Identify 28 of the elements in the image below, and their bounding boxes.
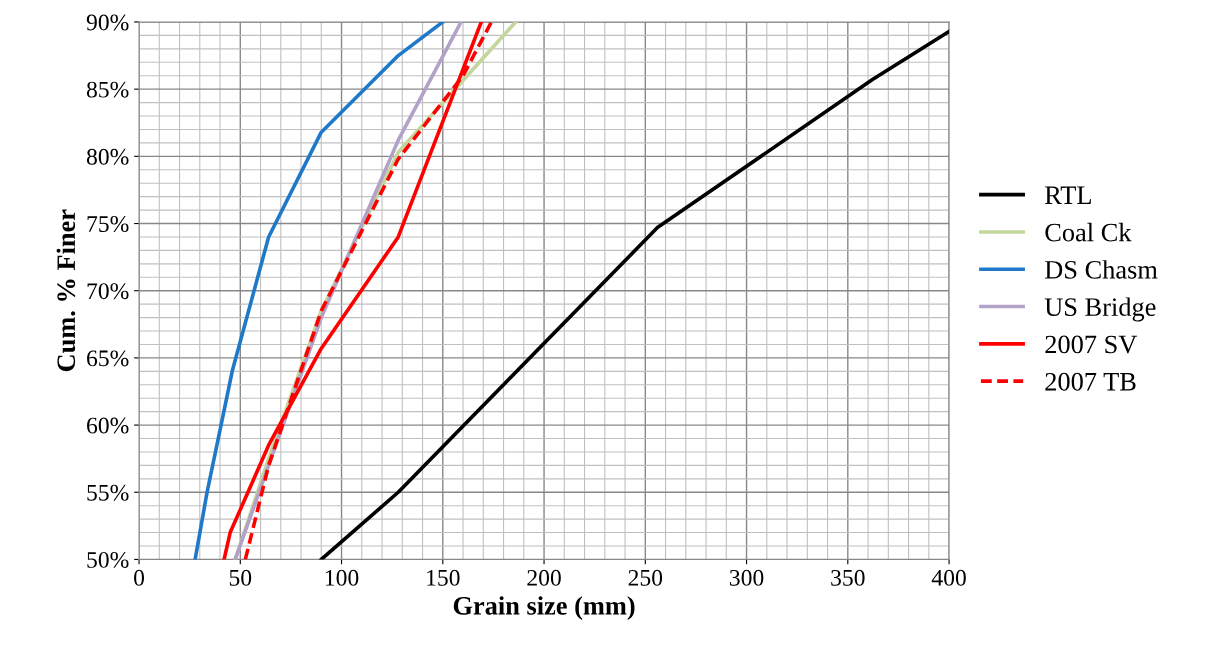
y-axis-title: Cum. % Finer [56, 209, 76, 372]
legend-label: Coal Ck [1045, 222, 1132, 242]
line-series [193, 21, 445, 560]
x-tick-label: 350 [831, 569, 865, 586]
y-tick-label: 65% [87, 350, 129, 367]
y-tick-label: 75% [87, 216, 129, 233]
y-tick-label: 80% [86, 148, 129, 165]
legend-label: DS Chasm [1045, 260, 1158, 279]
x-tick-label: 100 [325, 569, 359, 586]
legend-label: US Bridge [1044, 297, 1156, 322]
legend-label: 2007 SV [1045, 335, 1138, 354]
x-tick-label: 200 [527, 569, 561, 586]
y-tick-label: 60% [87, 417, 129, 434]
y-tick-label: 85% [86, 81, 129, 98]
x-axis-title: Grain size (mm) [453, 596, 635, 621]
x-tick-label: 400 [931, 569, 966, 586]
x-tick-label: 300 [729, 569, 764, 586]
legend-label: 2007 TB [1045, 372, 1136, 391]
x-tick-label: 150 [427, 569, 460, 586]
x-tick-label: 50 [229, 569, 252, 586]
y-tick-label: 50% [87, 551, 129, 568]
legend-label: RTL [1045, 186, 1091, 204]
y-tick-label: 90% [86, 14, 129, 31]
y-tick-label: 55% [87, 484, 129, 501]
line-series [319, 29, 950, 560]
x-tick-label: 250 [628, 569, 663, 586]
x-tick-label: 0 [134, 569, 145, 586]
y-tick-label: 70% [87, 283, 129, 300]
